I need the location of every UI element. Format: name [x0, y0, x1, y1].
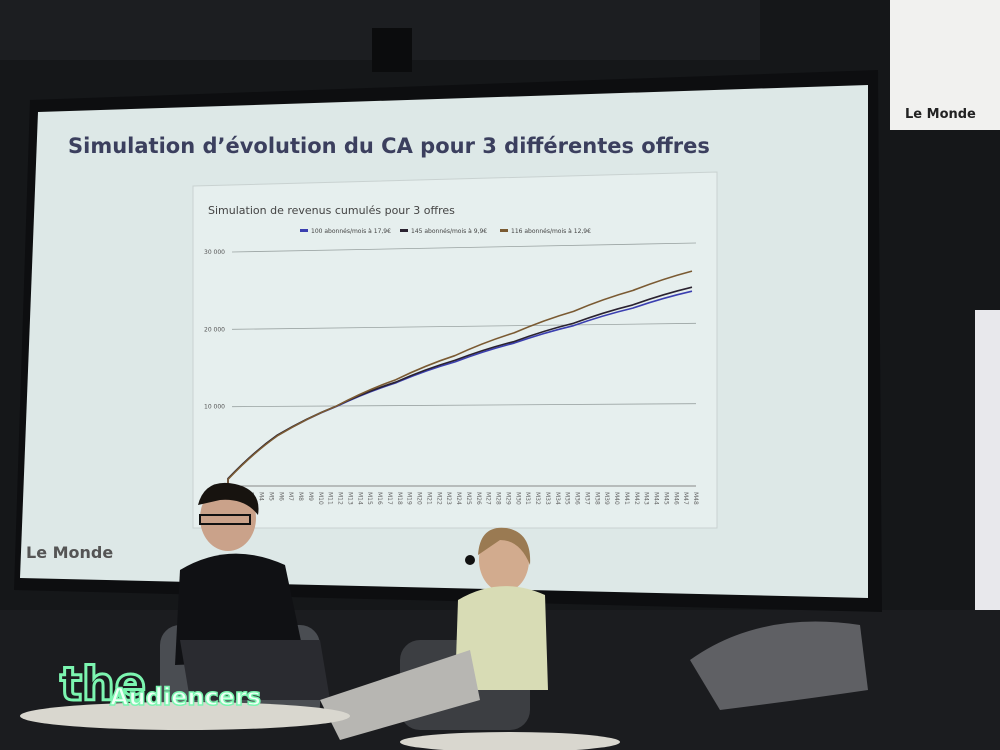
x-tick-label: M5	[267, 492, 274, 501]
x-tick-label: M32	[534, 492, 541, 505]
x-tick-label: M11	[327, 492, 334, 505]
legend-swatch	[300, 229, 308, 232]
legend-swatch	[500, 229, 508, 232]
x-tick-label: M33	[544, 492, 551, 505]
y-tick-label: 10 000	[204, 404, 225, 411]
x-tick-label: M24	[455, 492, 462, 505]
x-tick-label: M34	[554, 492, 561, 505]
speaker-right	[320, 527, 548, 740]
x-tick-label: M15	[366, 492, 373, 505]
chair-right	[690, 621, 868, 710]
x-tick-label: M10	[317, 492, 324, 505]
slide-logo: Le Monde	[26, 543, 113, 562]
x-tick-label: M44	[653, 492, 660, 505]
x-tick-label: M28	[495, 492, 502, 505]
grid: 30 000 20 000 10 000	[204, 242, 697, 487]
chart: Simulation de revenus cumulés pour 3 off…	[192, 171, 718, 529]
x-tick-label: M25	[465, 492, 472, 505]
x-tick-label: M7	[287, 492, 294, 501]
x-tick-label: M29	[504, 492, 511, 505]
x-tick-label: M40	[613, 492, 620, 505]
chart-panel	[192, 171, 718, 529]
x-tick-label: M45	[662, 492, 669, 505]
legend-label: 145 abonnés/mois à 9,9€	[411, 228, 487, 235]
x-tick-label: M36	[574, 492, 581, 505]
x-tick-label: M38	[593, 492, 600, 505]
y-tick-label: 20 000	[204, 326, 225, 333]
series-line	[227, 270, 693, 486]
neon-sign-the: the	[60, 657, 146, 711]
side-screen-logo: Le Monde	[905, 107, 976, 122]
table-right	[400, 732, 620, 750]
x-tick-label: M16	[376, 492, 383, 505]
legend: 100 abonnés/mois à 17,9€ 145 abonnés/mois…	[300, 228, 591, 235]
gridline	[231, 403, 697, 408]
x-tick-label: M6	[277, 492, 284, 501]
x-tick-label: M9	[307, 492, 314, 501]
chart-title: Simulation de revenus cumulés pour 3 off…	[208, 204, 455, 217]
x-tick-label: M8	[297, 492, 304, 501]
legend-label: 100 abonnés/mois à 17,9€	[311, 228, 391, 235]
x-tick-label: M43	[643, 492, 650, 505]
x-tick-label: M22	[435, 492, 442, 505]
x-tick-label: M48	[692, 492, 699, 505]
x-tick-label: M14	[356, 492, 363, 505]
x-tick-label: M46	[672, 492, 679, 505]
slide-title: Simulation d’évolution du CA pour 3 diff…	[68, 134, 710, 158]
table	[20, 702, 350, 730]
x-tick-label: M19	[406, 492, 413, 505]
x-tick-label: M23	[445, 492, 452, 505]
x-tick-label: M21	[425, 492, 432, 505]
x-tick-label: M18	[396, 492, 403, 505]
gridline	[231, 242, 697, 253]
x-tick-label: M30	[514, 492, 521, 505]
speaker-left	[160, 482, 330, 725]
x-tick-label: M17	[386, 492, 393, 505]
x-tick-label: M20	[416, 492, 423, 505]
x-tick-label: M39	[603, 492, 610, 505]
x-tick-label: M4	[258, 492, 265, 501]
x-tick-label: M26	[475, 492, 482, 505]
projector	[372, 28, 412, 72]
x-tick-label: M13	[346, 492, 353, 505]
x-tick-label: M35	[564, 492, 571, 505]
legend-label: 116 abonnés/mois à 12,9€	[511, 228, 591, 235]
y-tick-label: 30 000	[204, 249, 225, 256]
x-tick-label: M27	[485, 492, 492, 505]
x-tick-label: M47	[682, 492, 689, 505]
side-screen	[890, 0, 1000, 130]
x-tick-label: M41	[623, 492, 630, 505]
legend-swatch	[400, 229, 408, 232]
series-lines	[227, 270, 693, 486]
x-tick-labels: M1M2M3M4M5M6M7M8M9M10M11M12M13M14M15M16M…	[228, 492, 699, 505]
neon-sign-audiencers: Audiencers	[110, 683, 261, 711]
x-tick-label: M37	[583, 492, 590, 505]
x-tick-label: M42	[633, 492, 640, 505]
x-tick-label: M31	[524, 492, 531, 505]
gridline	[231, 322, 697, 330]
x-tick-label: M12	[337, 492, 344, 505]
